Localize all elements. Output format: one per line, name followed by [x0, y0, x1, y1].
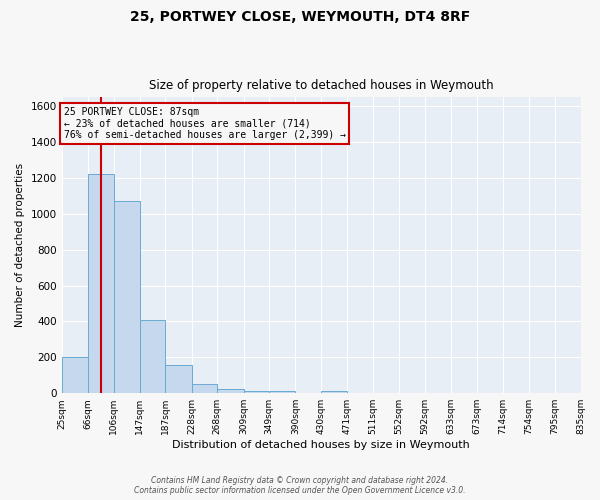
X-axis label: Distribution of detached houses by size in Weymouth: Distribution of detached houses by size …	[172, 440, 470, 450]
Bar	[269, 390, 295, 393]
Bar	[321, 390, 347, 393]
Text: 25, PORTWEY CLOSE, WEYMOUTH, DT4 8RF: 25, PORTWEY CLOSE, WEYMOUTH, DT4 8RF	[130, 10, 470, 24]
Bar	[191, 384, 217, 393]
Bar	[62, 358, 88, 393]
Bar	[166, 364, 191, 393]
Y-axis label: Number of detached properties: Number of detached properties	[15, 163, 25, 328]
Title: Size of property relative to detached houses in Weymouth: Size of property relative to detached ho…	[149, 79, 493, 92]
Bar	[140, 320, 166, 393]
Text: 25 PORTWEY CLOSE: 87sqm
← 23% of detached houses are smaller (714)
76% of semi-d: 25 PORTWEY CLOSE: 87sqm ← 23% of detache…	[64, 107, 346, 140]
Bar	[217, 388, 244, 393]
Text: Contains HM Land Registry data © Crown copyright and database right 2024.
Contai: Contains HM Land Registry data © Crown c…	[134, 476, 466, 495]
Bar	[113, 202, 140, 393]
Bar	[88, 174, 113, 393]
Bar	[244, 390, 269, 393]
